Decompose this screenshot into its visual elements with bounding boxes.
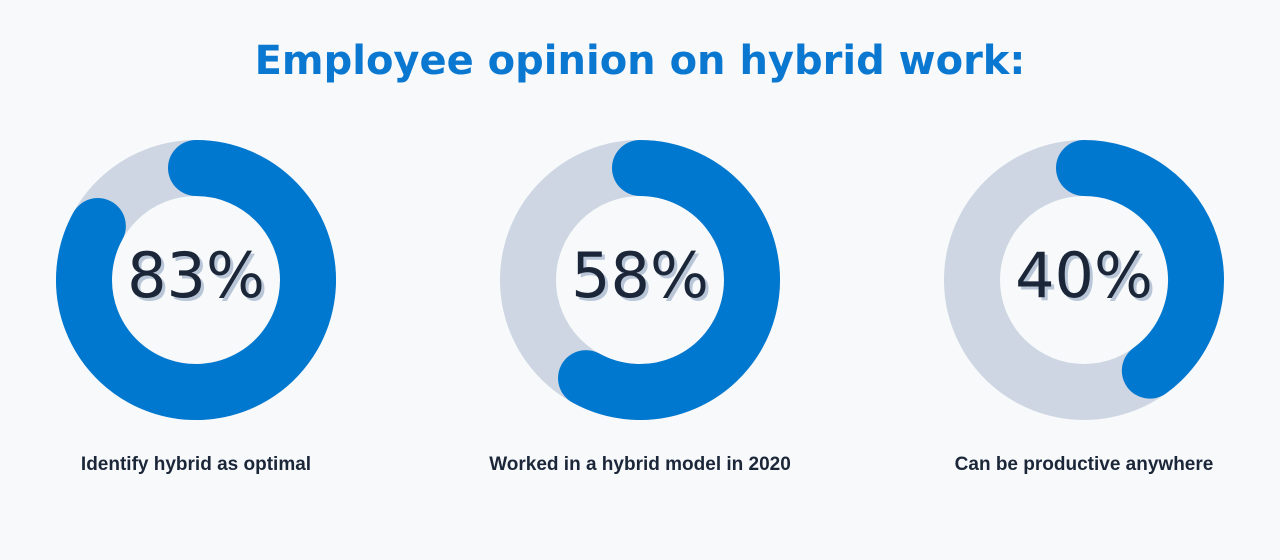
value-label-shadow: 83% (130, 242, 268, 315)
value-label-shadow: 58% (574, 242, 712, 315)
donut-arc (558, 140, 780, 420)
value-label: 83% (127, 239, 265, 312)
value-label: 58% (571, 239, 709, 312)
page-title: Employee opinion on hybrid work: (255, 38, 1026, 84)
donut-arc (1056, 140, 1224, 399)
donut-caption: Can be productive anywhere (955, 454, 1214, 475)
value-label: 40% (1015, 239, 1153, 312)
donut-arc (56, 140, 336, 420)
value-label-shadow: 40% (1018, 242, 1156, 315)
donut-caption: Identify hybrid as optimal (81, 454, 311, 475)
donut-caption: Worked in a hybrid model in 2020 (489, 454, 791, 475)
